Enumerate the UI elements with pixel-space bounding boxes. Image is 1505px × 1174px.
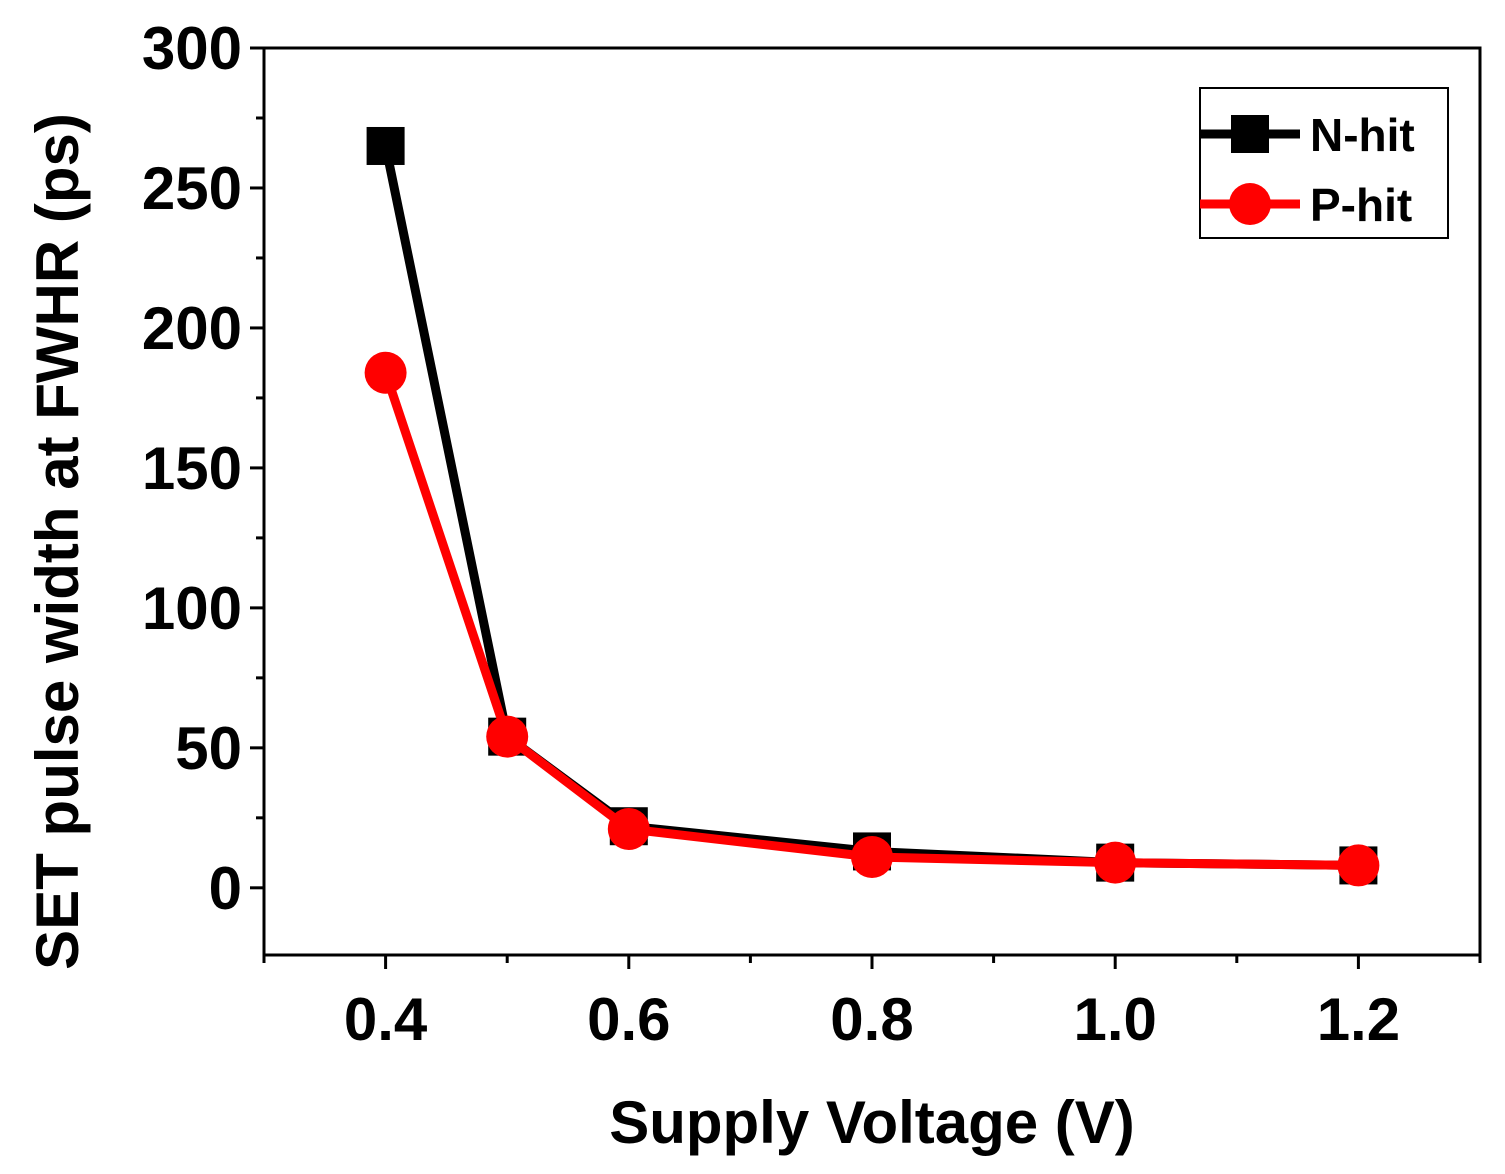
x-axis-title: Supply Voltage (V) (609, 1089, 1135, 1156)
x-tick-label: 1.2 (1317, 986, 1400, 1053)
data-point-circle (364, 351, 407, 394)
x-tick-label: 0.6 (587, 986, 670, 1053)
data-point-circle (1094, 841, 1137, 884)
series-layer (364, 126, 1380, 887)
y-tick-label: 50 (175, 715, 242, 782)
y-axis-title: SET pulse width at FWHR (ps) (24, 113, 91, 970)
legend-marker-p-hit (1229, 183, 1271, 225)
data-point-circle (851, 836, 893, 879)
y-tick-label: 100 (142, 575, 242, 642)
y-tick-label: 200 (142, 295, 242, 362)
data-point-circle (607, 808, 650, 851)
legend-marker-n-hit (1231, 115, 1269, 153)
x-tick-label: 0.4 (344, 986, 428, 1053)
x-tick-label: 1.0 (1073, 986, 1156, 1053)
y-tick-label: 150 (142, 435, 242, 502)
data-point-circle (1337, 844, 1380, 887)
data-point-square (366, 126, 405, 165)
ticks: 0 50 100 150 200 250 300 0.4 0.6 0.8 1.0 1.2 (142, 15, 1482, 1053)
legend-label-p-hit: P-hit (1310, 179, 1412, 231)
legend: N-hit P-hit (1199, 87, 1449, 239)
x-tick-label: 0.8 (830, 986, 913, 1053)
series-line-p-hit (381, 371, 1359, 870)
y-tick-label: 0 (209, 855, 242, 922)
y-tick-label: 250 (142, 155, 242, 222)
data-point-circle (486, 715, 529, 758)
y-tick-label: 300 (142, 15, 242, 82)
legend-label-n-hit: N-hit (1310, 109, 1415, 161)
